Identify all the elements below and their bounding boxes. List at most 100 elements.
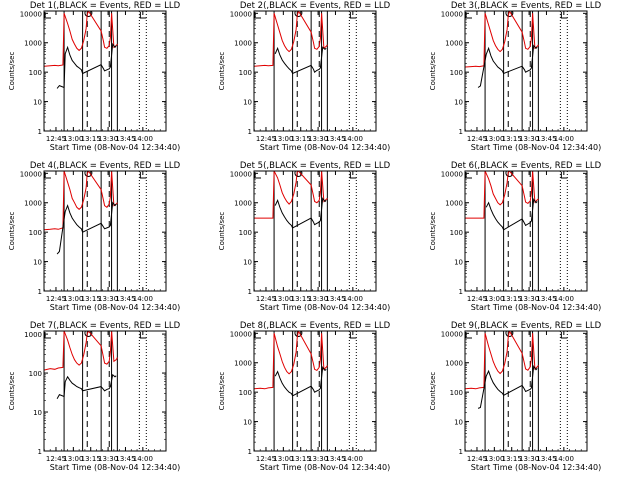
y-tick-label: 1000: [234, 200, 252, 208]
y-tick-label: 10: [454, 259, 463, 267]
detector-panel-1: Det 1(,BLACK = Events, RED = LLD Counts/s…: [8, 1, 181, 152]
y-tick-label: 1000: [24, 200, 42, 208]
corner-bracket: [465, 12, 472, 19]
y-tick-label: 1000: [234, 360, 252, 368]
corner-bracket: [44, 332, 51, 339]
y-tick-label: 100: [29, 69, 42, 77]
x-tick-label: 13:30: [519, 455, 539, 463]
panel-data: [254, 331, 357, 451]
y-tick-label: 10000: [441, 170, 463, 178]
detector-panel-6: Det 6(,BLACK = Events, RED = LLD Counts/s…: [429, 161, 602, 312]
x-tick-label: 14:00: [554, 135, 574, 143]
plot-frame: [253, 330, 377, 452]
x-tick-label: 13:30: [98, 295, 118, 303]
panel-title: Det 6(,BLACK = Events, RED = LLD: [451, 161, 602, 171]
x-tick-label: 14:00: [133, 455, 153, 463]
corner-bracket: [560, 332, 568, 339]
plot-frame: [464, 170, 588, 292]
lld-series-line: [254, 331, 328, 390]
x-axis-label: Start Time (08-Nov-04 12:34:40): [471, 463, 601, 472]
lld-series-line: [44, 11, 118, 67]
x-tick-label: 13:45: [536, 135, 556, 143]
panel-data: [44, 11, 147, 131]
corner-bracket: [465, 332, 472, 339]
panel-data: [44, 171, 147, 291]
x-tick-label: 13:00: [273, 135, 293, 143]
x-tick-label: 13:45: [115, 295, 135, 303]
panel-data: [465, 11, 568, 131]
x-tick-label: 13:15: [81, 295, 101, 303]
x-tick-label: 13:15: [81, 455, 101, 463]
events-series-line: [274, 197, 327, 229]
y-tick-label: 10000: [230, 330, 252, 338]
events-series-line: [56, 201, 117, 255]
detector-panel-2: Det 2(,BLACK = Events, RED = LLD Counts/s…: [218, 1, 391, 152]
events-series-line: [274, 46, 327, 75]
x-tick-label: 13:45: [115, 455, 135, 463]
y-tick-label: 10000: [20, 170, 42, 178]
x-tick-label: 13:45: [325, 295, 345, 303]
y-axis-label: Counts/sec: [218, 52, 226, 91]
plot-frame: [464, 10, 588, 132]
y-tick-label: 100: [239, 229, 252, 237]
events-series-line: [56, 42, 117, 89]
plot-frame: [43, 330, 167, 452]
y-tick-label: 100: [29, 229, 42, 237]
x-tick-label: 14:00: [343, 455, 363, 463]
x-tick-label: 12:45: [46, 295, 66, 303]
panel-data: [254, 11, 357, 131]
x-tick-label: 12:45: [467, 455, 487, 463]
y-tick-label: 1: [248, 288, 252, 296]
x-tick-label: 13:45: [536, 455, 556, 463]
circle-marker: [84, 331, 93, 337]
x-tick-label: 13:30: [519, 295, 539, 303]
y-axis-label: Counts/sec: [429, 372, 437, 411]
x-tick-label: 12:45: [256, 135, 276, 143]
events-series-line: [477, 44, 538, 88]
panel-title: Det 1(,BLACK = Events, RED = LLD: [30, 1, 181, 11]
corner-bracket: [254, 12, 261, 19]
y-tick-label: 10: [243, 419, 252, 427]
y-tick-label: 1: [38, 448, 42, 456]
corner-bracket: [44, 172, 51, 179]
y-axis-label: Counts/sec: [218, 212, 226, 251]
x-tick-label: 13:30: [308, 295, 328, 303]
x-tick-label: 13:30: [98, 455, 118, 463]
circle-marker: [84, 11, 93, 17]
panel-title: Det 4(,BLACK = Events, RED = LLD: [30, 161, 181, 171]
lld-series-line: [465, 331, 539, 390]
plot-frame: [253, 170, 377, 292]
plot-frame: [43, 10, 167, 132]
panel-title: Det 2(,BLACK = Events, RED = LLD: [240, 1, 391, 11]
y-axis-label: Counts/sec: [8, 212, 16, 251]
y-axis-label: Counts/sec: [429, 52, 437, 91]
y-tick-label: 10: [243, 99, 252, 107]
x-tick-label: 13:30: [519, 135, 539, 143]
x-tick-label: 12:45: [256, 295, 276, 303]
y-axis-label: Counts/sec: [218, 372, 226, 411]
y-tick-label: 1000: [445, 360, 463, 368]
y-axis-label: Counts/sec: [8, 52, 16, 91]
detector-panel-8: Det 8(,BLACK = Events, RED = LLD Counts/s…: [218, 321, 391, 472]
lld-series-line: [254, 11, 328, 67]
corner-bracket: [349, 12, 357, 19]
x-tick-label: 13:00: [484, 135, 504, 143]
circle-marker: [294, 11, 303, 17]
y-tick-label: 100: [239, 69, 252, 77]
x-tick-label: 13:15: [502, 295, 522, 303]
y-tick-label: 100: [239, 389, 252, 397]
y-tick-label: 100: [29, 370, 42, 378]
x-tick-label: 13:00: [63, 455, 83, 463]
x-tick-label: 13:15: [291, 295, 311, 303]
y-tick-label: 1000: [445, 40, 463, 48]
x-tick-label: 14:00: [343, 295, 363, 303]
lld-series-line: [44, 331, 118, 371]
y-axis-label: Counts/sec: [429, 212, 437, 251]
x-axis-label: Start Time (08-Nov-04 12:34:40): [471, 143, 601, 152]
x-tick-label: 13:45: [325, 135, 345, 143]
panel-title: Det 5(,BLACK = Events, RED = LLD: [240, 161, 391, 171]
panel-data: [44, 331, 147, 451]
x-tick-label: 12:45: [256, 455, 276, 463]
detector-panel-9: Det 9(,BLACK = Events, RED = LLD Counts/s…: [429, 321, 602, 472]
x-tick-label: 13:45: [115, 135, 135, 143]
